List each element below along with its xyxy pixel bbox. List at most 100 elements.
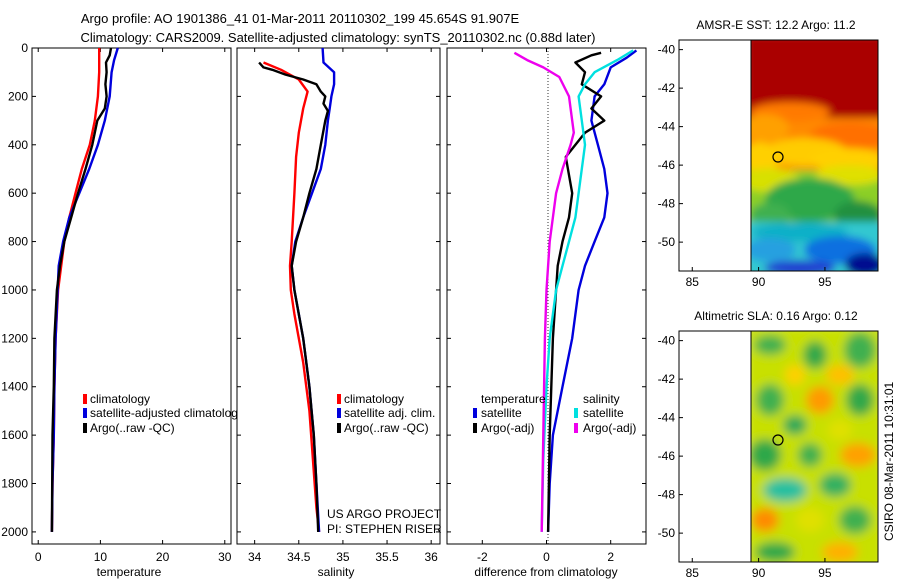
legend-label-temp-argo: Argo(-adj)	[481, 421, 534, 435]
map-xtick-label: 90	[752, 566, 766, 580]
legend-swatch-climatology	[83, 394, 87, 404]
sst-map-panel: AMSR-E SST: 12.2 Argo: 11.2	[658, 18, 879, 289]
sst-map-title: AMSR-E SST: 12.2 Argo: 11.2	[696, 18, 856, 32]
legend-label-sal-satellite: satellite	[583, 406, 624, 420]
sst-heatmap	[751, 40, 878, 271]
temperature-xlabel: temperature	[97, 565, 162, 579]
pi-text: PI: STEPHEN RISER	[327, 522, 442, 536]
ytick-label: 200	[8, 89, 28, 103]
xtick-label: 34.5	[287, 550, 311, 564]
salinity-xlabel: salinity	[318, 565, 355, 579]
xtick-label: -2	[477, 550, 488, 564]
legend-swatch-temp-satellite	[473, 408, 477, 418]
legend-label-argo: Argo(..raw -QC)	[344, 421, 429, 435]
difference-ticks: -2 0 2	[447, 47, 646, 564]
xtick-label: 30	[218, 550, 232, 564]
side-timestamp: CSIRO 08-Mar-2011 10:31:01	[882, 381, 896, 541]
map-ytick-label: -42	[658, 372, 676, 386]
difference-series	[513, 49, 638, 532]
temperature-panel: 0 10 20 30 0 200 400 600 800 1000 1200 1400 1600 1800…	[1, 41, 238, 579]
xtick-label: 34	[248, 550, 262, 564]
salinity-axes-box	[236, 47, 441, 545]
sst-argo-marker	[772, 151, 784, 163]
legend-swatch-satellite	[337, 408, 341, 418]
difference-panel: -2 0 2 difference from climatology tempera…	[446, 47, 647, 579]
temperature-series	[50, 47, 119, 532]
ytick-label: 1600	[1, 428, 28, 442]
xtick-label: 0	[35, 550, 42, 564]
salinity-panel: 34 34.5 35 35.5 36 salinity climatology sate…	[236, 47, 442, 579]
ytick-label: 1000	[1, 283, 28, 297]
series-line-climatology	[263, 61, 321, 533]
legend-swatch-sal-satellite	[574, 408, 578, 418]
project-text: US ARGO PROJECT	[327, 507, 442, 521]
legend-label-satellite: satellite-adjusted climatolog	[90, 406, 238, 420]
salinity-series	[258, 47, 336, 533]
ytick-label: 1400	[1, 380, 28, 394]
legend-label-sal-argo: Argo(-adj)	[583, 421, 636, 435]
map-ytick-label: -46	[658, 158, 676, 172]
legend-swatch-climatology	[337, 394, 341, 404]
xtick-label: 10	[94, 550, 108, 564]
salinity-legend: climatology satellite adj. clim. Argo(..…	[337, 392, 435, 435]
legend-swatch-argo	[83, 423, 87, 433]
xtick-label: 35	[336, 550, 350, 564]
sla-argo-marker	[772, 434, 784, 446]
map-ytick-label: -40	[658, 334, 676, 348]
salinity-ticks: 34 34.5 35 35.5 36	[237, 47, 440, 564]
map-ytick-label: -44	[658, 411, 676, 425]
series-line-salinity-argo-adj	[513, 51, 575, 532]
ytick-label: 600	[8, 186, 28, 200]
series-line-climatology	[50, 48, 101, 532]
map-xtick-label: 95	[818, 566, 832, 580]
sla-map-ticks: 85 90 95 -40 -42 -44 -46 -48 -50	[658, 334, 832, 580]
sla-heatmap	[751, 331, 878, 562]
legend-swatch-sal-argo	[574, 423, 578, 433]
map-xtick-label: 95	[818, 275, 832, 289]
temperature-legend: climatology satellite-adjusted climatolo…	[83, 392, 238, 435]
map-xtick-label: 85	[686, 566, 700, 580]
ytick-label: 2000	[1, 525, 28, 539]
legend-swatch-temp-argo	[473, 423, 477, 433]
temperature-ticks: 0 10 20 30 0 200 400 600 800 1000 1200 1400 1600 1800…	[1, 41, 231, 564]
legend-label-temp-satellite: satellite	[481, 406, 522, 420]
xtick-label: 20	[156, 550, 170, 564]
legend-header-temperature: temperature	[481, 392, 546, 406]
ytick-label: 1200	[1, 331, 28, 345]
title-line2: Climatology: CARS2009. Satellite-adjuste…	[81, 30, 596, 45]
ytick-label: 400	[8, 138, 28, 152]
map-ytick-label: -48	[658, 488, 676, 502]
sla-map-axes-box	[678, 330, 879, 563]
difference-legend: temperature salinity satellite Argo(-adj…	[473, 392, 636, 435]
ytick-label: 800	[8, 235, 28, 249]
series-line-argo-raw-qc	[50, 47, 113, 532]
sla-map-panel: Altimetric SLA: 0.16 Argo: 0.12	[658, 309, 879, 580]
map-xtick-label: 90	[752, 275, 766, 289]
map-ytick-label: -50	[658, 235, 676, 249]
series-line-argo-raw-qc	[258, 61, 330, 532]
legend-swatch-satellite	[83, 408, 87, 418]
legend-header-salinity: salinity	[583, 392, 620, 406]
legend-swatch-argo	[337, 423, 341, 433]
ytick-label: 0	[21, 41, 28, 55]
map-ytick-label: -44	[658, 120, 676, 134]
map-ytick-label: -46	[658, 449, 676, 463]
xtick-label: 2	[607, 550, 614, 564]
xtick-label: 0	[543, 550, 550, 564]
difference-xlabel: difference from climatology	[474, 565, 617, 579]
legend-label-argo: Argo(..raw -QC)	[90, 421, 175, 435]
xtick-label: 35.5	[375, 550, 399, 564]
map-ytick-label: -40	[658, 43, 676, 57]
series-line-satellite-adjusted-climatolog	[50, 47, 119, 532]
temperature-axes-box	[31, 47, 232, 545]
xtick-label: 36	[424, 550, 438, 564]
ytick-label: 1800	[1, 477, 28, 491]
sst-map-ticks: 85 90 95 -40 -42 -44 -46 -48 -50	[658, 43, 832, 289]
sla-map-title: Altimetric SLA: 0.16 Argo: 0.12	[694, 309, 858, 323]
series-line-salinity-satellite	[540, 49, 634, 532]
legend-label-satellite: satellite adj. clim.	[344, 406, 435, 420]
map-ytick-label: -48	[658, 197, 676, 211]
series-line-temperature-satellite	[546, 49, 638, 532]
map-xtick-label: 85	[686, 275, 700, 289]
